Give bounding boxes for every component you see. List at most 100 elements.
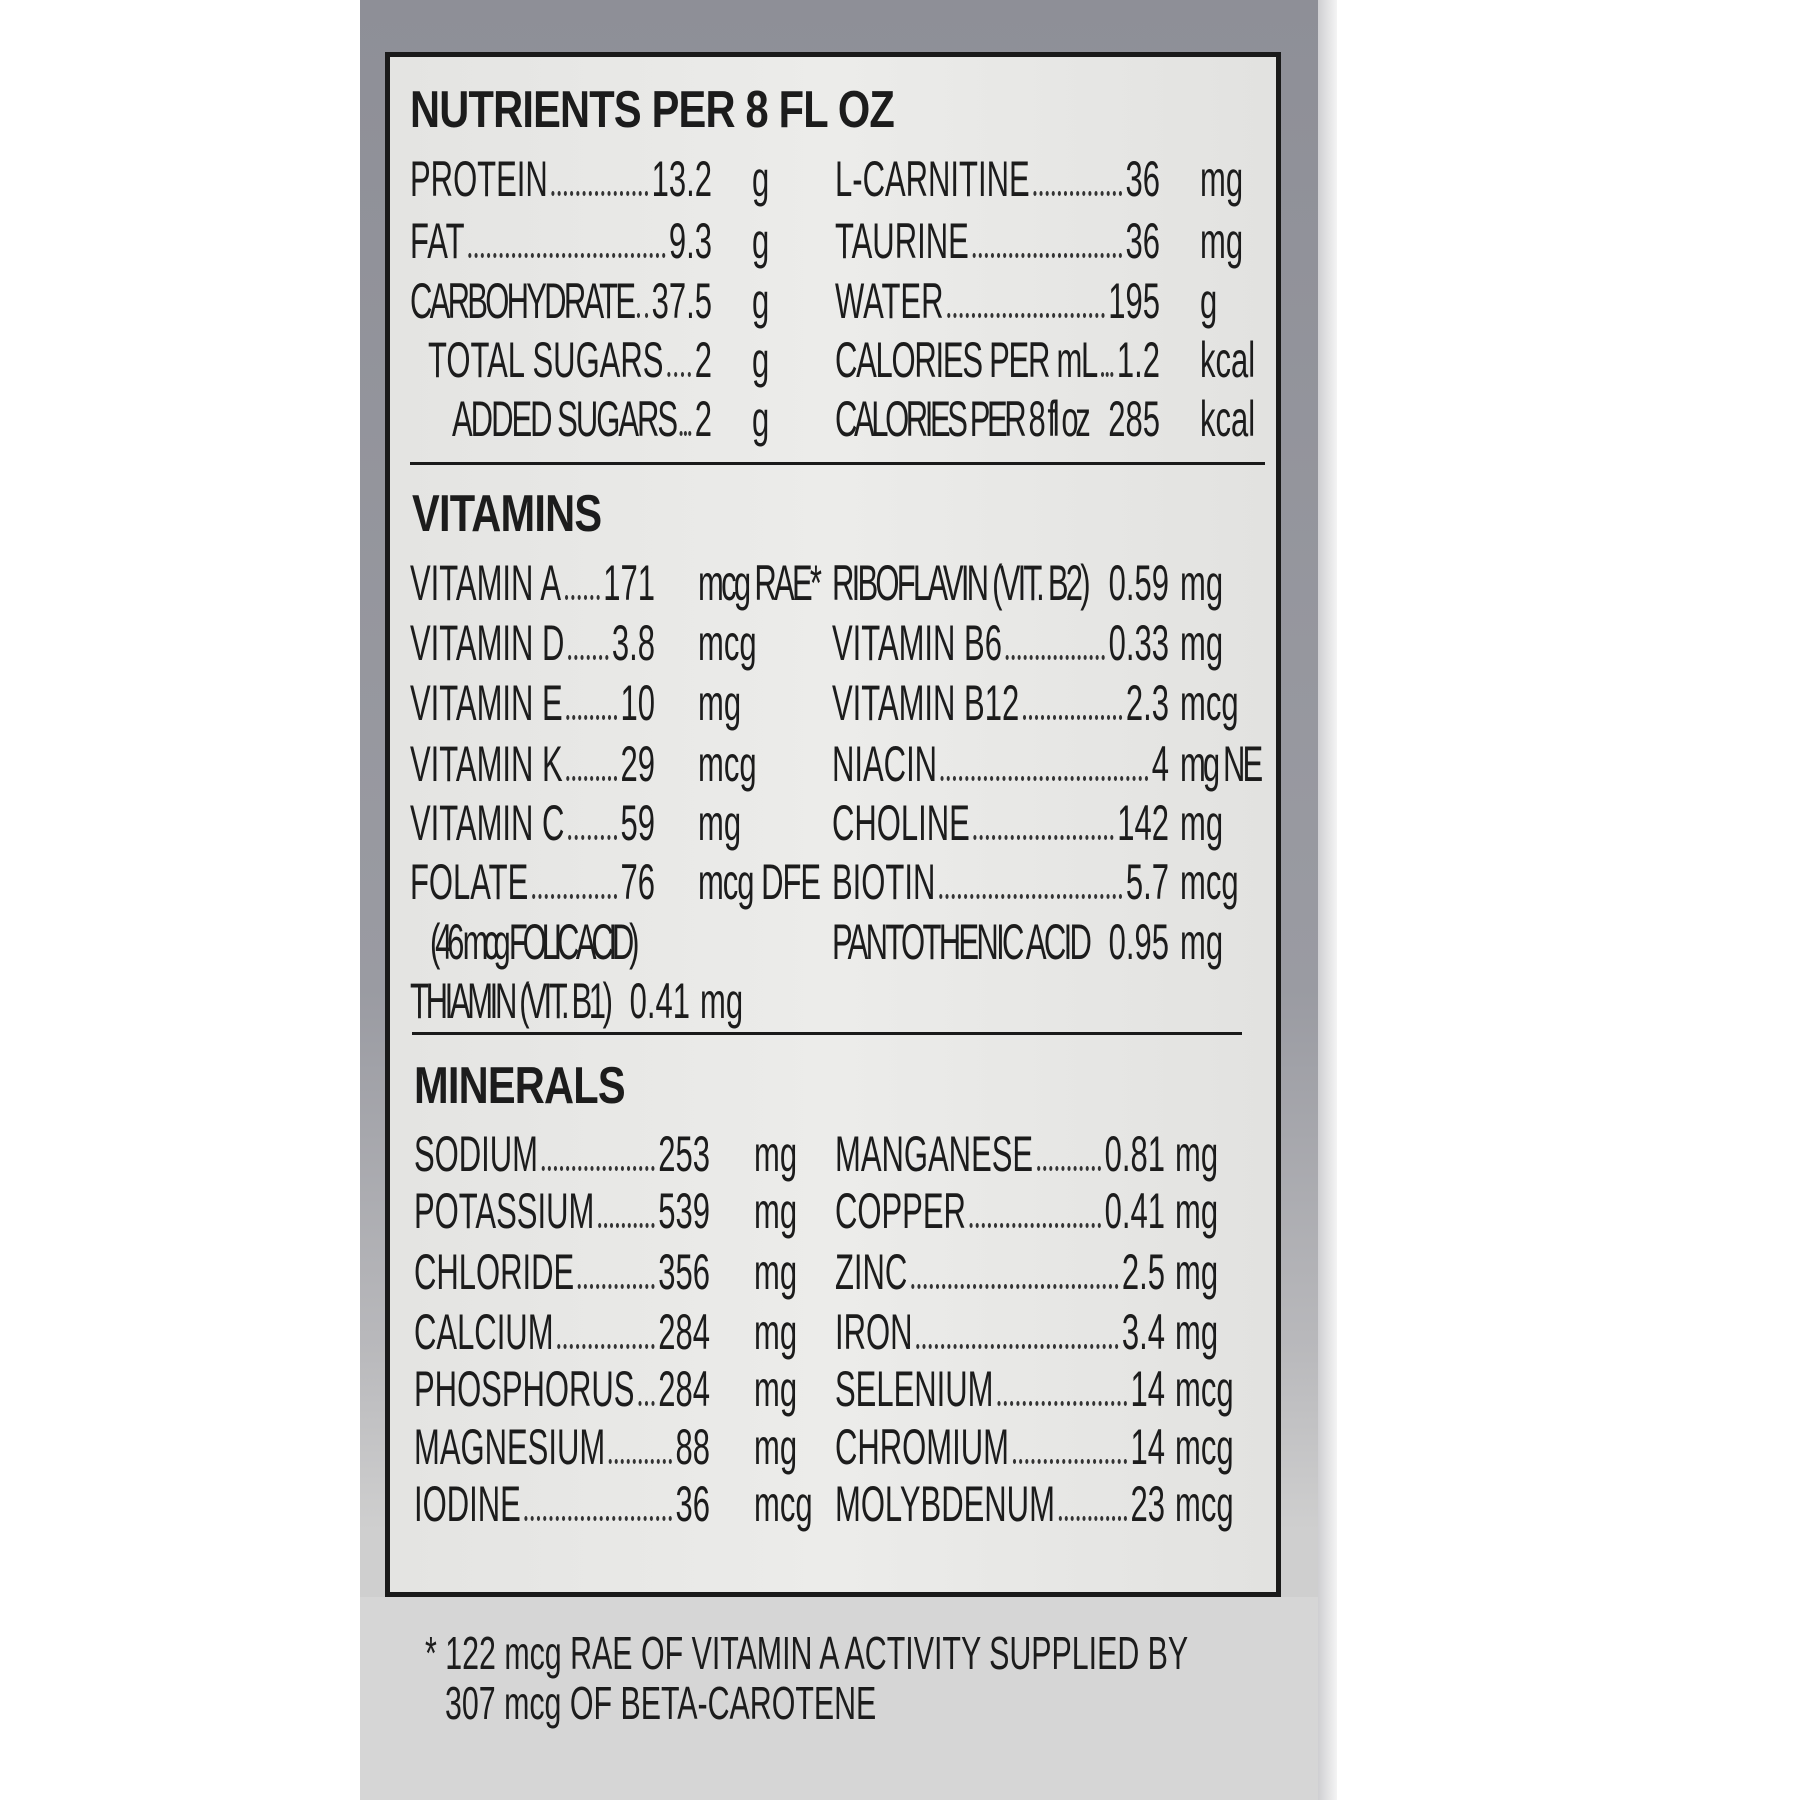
- minerals-left-row: MAGNESIUM 88 mg: [414, 1418, 825, 1476]
- nutrient-amount: 253: [658, 1126, 710, 1182]
- nutrient-entry: ZINC 2.5: [835, 1243, 1165, 1301]
- nutrient-unit: g: [751, 391, 770, 447]
- nutrient-name: VITAMIN B6: [832, 615, 1002, 671]
- nutrient-unit: mg: [1179, 615, 1224, 671]
- nutrient-unit: mg: [697, 675, 742, 731]
- nutrient-unit: mg: [1174, 1183, 1219, 1239]
- nutrient-unit: mcg DFE: [697, 854, 821, 910]
- nutrient-unit: mg: [753, 1361, 798, 1417]
- vitamins-left-row: FOLATE 76 mcg DFE: [410, 853, 822, 910]
- nutrients-left-row: PROTEIN 13.2 g: [410, 150, 825, 208]
- dot-leader: [636, 313, 648, 318]
- nutrients-right-row: TAURINE 36 mg: [835, 212, 1262, 269]
- nutrient-amount: 14: [1130, 1361, 1165, 1417]
- nutrient-name: L-CARNITINE: [835, 151, 1030, 207]
- dot-leader: [972, 253, 1122, 258]
- dot-leader: [524, 1516, 672, 1521]
- nutrient-unit: mcg: [753, 1476, 813, 1532]
- nutrient-unit: mcg: [1174, 1476, 1234, 1532]
- dot-leader: [916, 1344, 1119, 1349]
- package-lower-area: [360, 1597, 1318, 1800]
- dot-leader: [1005, 655, 1105, 660]
- dot-leader: [1100, 372, 1114, 377]
- minerals-left-row: SODIUM 253 mg: [414, 1125, 825, 1182]
- nutrient-name: CALORIES PER 8 fl oz: [835, 391, 1091, 447]
- nutrient-amount: 4: [1151, 736, 1169, 792]
- nutrient-entry: MANGANESE 0.81: [835, 1125, 1165, 1183]
- nutrient-unit: mg: [1199, 213, 1244, 269]
- nutrient-unit: g: [751, 332, 770, 388]
- nutrient-unit: g: [751, 273, 770, 329]
- dot-leader: [1058, 1516, 1127, 1521]
- nutrient-name: THIAMIN (VIT. B1): [410, 973, 613, 1029]
- nutrient-amount: 3.8: [611, 615, 655, 671]
- minerals-right-row: MOLYBDENUM 23 mcg: [835, 1475, 1262, 1532]
- nutrient-amount: 13.2: [651, 151, 712, 207]
- nutrient-amount: 9.3: [668, 213, 712, 269]
- nutrient-name: MAGNESIUM: [414, 1419, 606, 1475]
- nutrient-unit: mcg: [1174, 1419, 1234, 1475]
- dot-leader: [939, 894, 1123, 899]
- nutrient-name: TOTAL SUGARS: [428, 332, 664, 388]
- nutrient-amount: 14: [1130, 1419, 1165, 1475]
- nutrient-amount: 0.95: [1108, 914, 1169, 970]
- nutrient-entry: CHROMIUM 14: [835, 1418, 1165, 1476]
- nutrient-entry: VITAMIN D 3.8: [410, 614, 655, 672]
- dot-leader: [541, 1166, 655, 1171]
- nutrient-name: VITAMIN B12: [832, 675, 1020, 731]
- nutrient-name: CHOLINE: [832, 795, 970, 851]
- nutrient-amount: 37.5: [651, 273, 712, 329]
- dot-leader: [557, 1344, 655, 1349]
- footnote-line-1: * 122 mcg RAE OF VITAMIN A ACTIVITY SUPP…: [425, 1627, 1189, 1679]
- dot-leader: [598, 1223, 655, 1228]
- nutrient-amount: 0.33: [1108, 615, 1169, 671]
- nutrient-unit: mcg: [697, 736, 757, 792]
- nutrient-name: ADDED SUGARS: [452, 391, 678, 447]
- section-divider: [412, 1032, 1242, 1035]
- nutrient-name: CHROMIUM: [835, 1419, 1009, 1475]
- nutrients-right-row: WATER 195 g: [835, 272, 1262, 330]
- vitamins-right-row: NIACIN 4 mg NE: [832, 735, 1263, 793]
- nutrient-unit: mcg: [1179, 854, 1239, 910]
- nutrient-entry: MAGNESIUM 88: [414, 1418, 710, 1476]
- minerals-left-row: PHOSPHORUS 284 mg: [414, 1360, 825, 1417]
- nutrient-name: (46 mcg FOLIC ACID): [430, 914, 639, 970]
- nutrient-amount: 0.41: [629, 973, 690, 1029]
- dot-leader: [1036, 1166, 1101, 1171]
- nutrient-name: FOLATE: [410, 854, 529, 910]
- nutrient-entry: WATER 195: [835, 272, 1160, 330]
- nutrient-amount: 10: [620, 675, 655, 731]
- nutrients-left-row: FAT 9.3 g: [410, 212, 825, 269]
- nutrient-name: VITAMIN C: [410, 795, 565, 851]
- dot-leader: [911, 1284, 1119, 1289]
- minerals-right-row: CHROMIUM 14 mcg: [835, 1418, 1262, 1476]
- nutrient-entry: POTASSIUM 539: [414, 1182, 710, 1240]
- nutrient-amount: 36: [1125, 151, 1160, 207]
- nutrient-unit: g: [1199, 273, 1218, 329]
- nutrient-entry: NIACIN 4: [832, 735, 1169, 793]
- nutrient-amount: 59: [620, 795, 655, 851]
- nutrient-unit: mcg: [697, 615, 757, 671]
- section-divider: [410, 462, 1265, 465]
- vitamins-left-row: VITAMIN C 59 mg: [410, 794, 822, 852]
- nutrients-right-row: L-CARNITINE 36 mg: [835, 150, 1262, 207]
- nutrient-name: NIACIN: [832, 736, 938, 792]
- nutrient-amount: 0.81: [1104, 1126, 1165, 1182]
- nutrient-name: IODINE: [414, 1476, 521, 1532]
- nutrient-entry: IODINE 36: [414, 1475, 710, 1533]
- nutrient-amount: 2: [694, 391, 712, 447]
- nutrient-unit: mg: [1174, 1244, 1219, 1300]
- nutrient-entry: VITAMIN K 29: [410, 735, 655, 793]
- minerals-right-row: IRON 3.4 mg: [835, 1303, 1262, 1360]
- nutrient-entry: PROTEIN 13.2: [410, 150, 712, 208]
- nutrient-entry: COPPER 0.41: [835, 1182, 1165, 1240]
- minerals-right-row: SELENIUM 14 mcg: [835, 1360, 1262, 1417]
- vitamins-heading: VITAMINS: [412, 485, 602, 543]
- nutrient-entry: CALCIUM 284: [414, 1303, 710, 1361]
- minerals-left-row: IODINE 36 mcg: [414, 1475, 825, 1533]
- dot-leader: [969, 1223, 1101, 1228]
- dot-leader: [577, 1284, 655, 1289]
- nutrient-name: RIBOFLAVIN (VIT. B2): [832, 555, 1091, 611]
- dot-leader: [679, 431, 692, 436]
- nutrient-entry: VITAMIN C 59: [410, 794, 655, 852]
